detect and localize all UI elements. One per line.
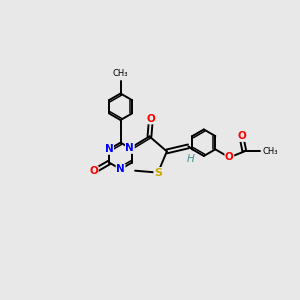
Text: CH₃: CH₃ bbox=[113, 69, 128, 78]
Text: CH₃: CH₃ bbox=[262, 147, 278, 156]
Text: N: N bbox=[116, 164, 125, 174]
Text: H: H bbox=[187, 154, 195, 164]
Text: O: O bbox=[237, 131, 246, 141]
Text: O: O bbox=[147, 114, 155, 124]
Text: S: S bbox=[154, 168, 162, 178]
Text: N: N bbox=[105, 144, 113, 154]
Text: O: O bbox=[89, 167, 98, 176]
Text: N: N bbox=[125, 143, 134, 153]
Text: O: O bbox=[225, 152, 234, 162]
